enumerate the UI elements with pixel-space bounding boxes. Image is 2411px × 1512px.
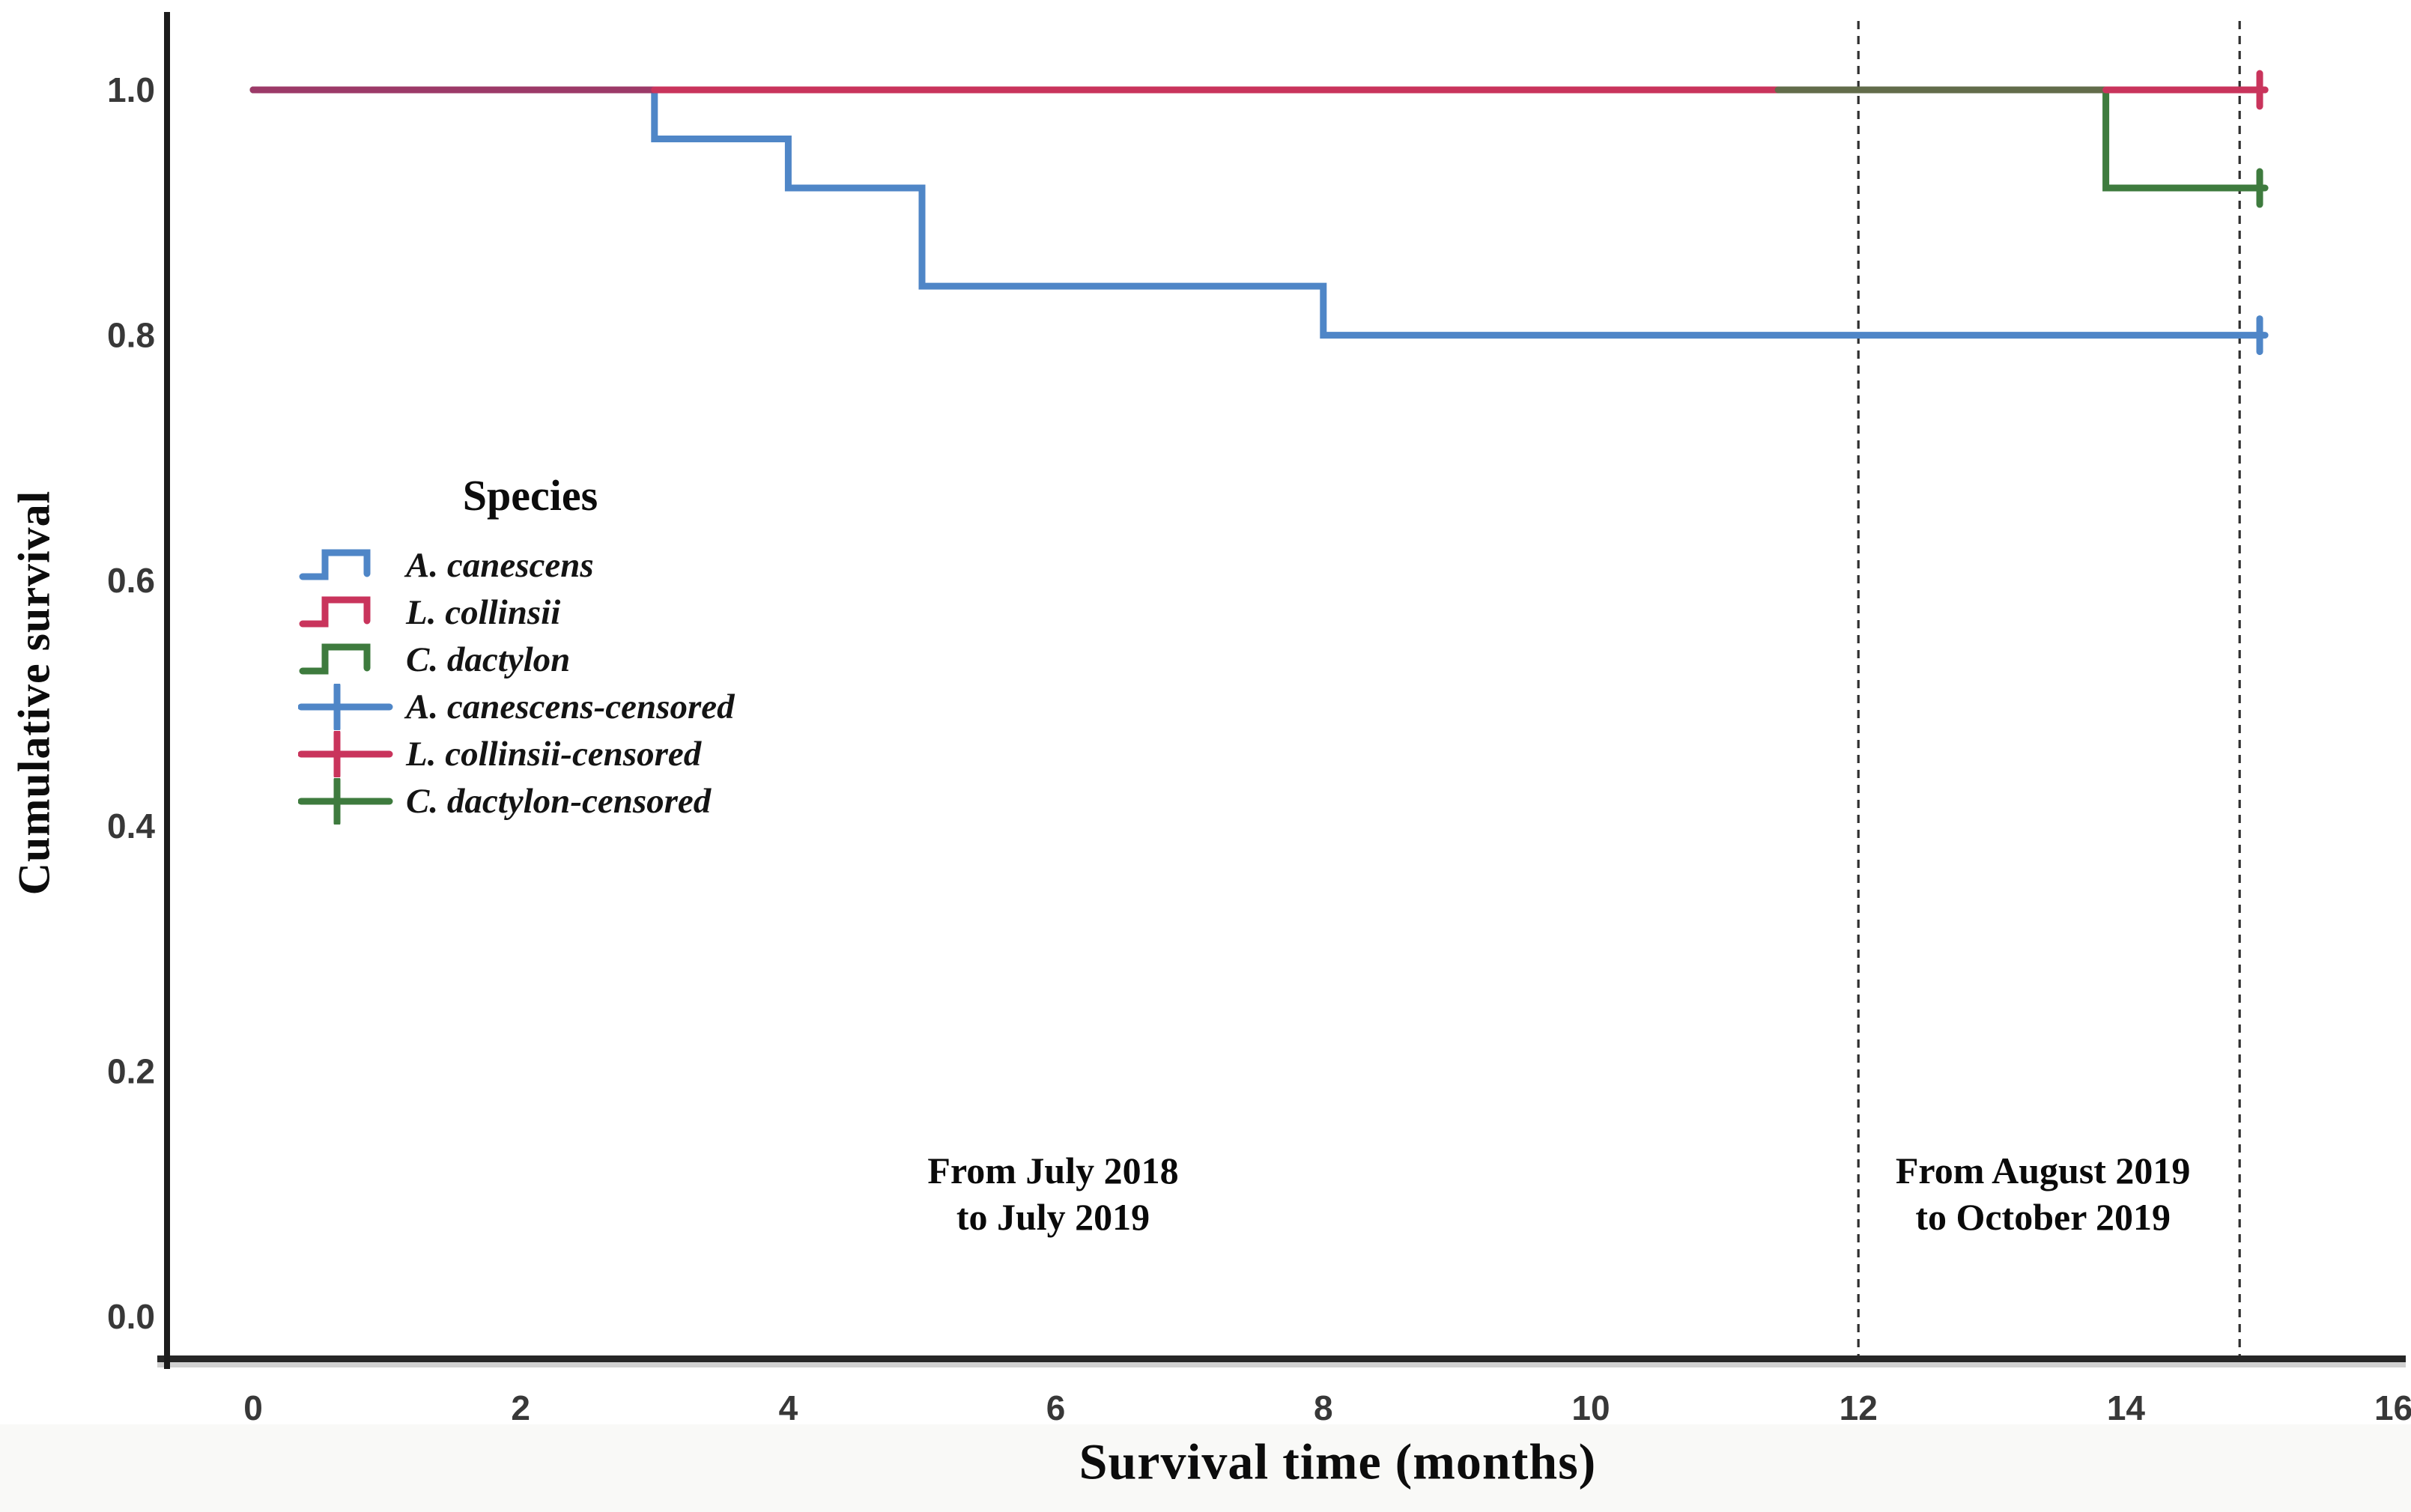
series-line-2: [249, 86, 2269, 192]
legend-title: Species: [462, 471, 598, 520]
x-tick-label: 8: [1314, 1388, 1333, 1427]
y-axis-line: [164, 12, 170, 1369]
legend-item-label: C. dactylon-censored: [406, 781, 712, 821]
y-tick-label: 0.4: [107, 807, 155, 845]
annotation-line: From August 2019: [1895, 1150, 2191, 1192]
x-tick-label: 10: [1571, 1388, 1610, 1427]
step-line-icon: [299, 549, 371, 580]
annotation-line: to October 2019: [1915, 1196, 2171, 1239]
x-tick-label: 2: [511, 1388, 530, 1427]
legend-item-label: A. canescens-censored: [406, 687, 735, 726]
legend-item: C. dactylon: [298, 636, 762, 683]
censored-plus-icon: [298, 730, 393, 777]
legend-item-label: L. collinsii: [406, 592, 561, 632]
y-tick-label: 0.2: [107, 1051, 155, 1090]
legend-item: C. dactylon-censored: [298, 777, 762, 825]
legend-item: L. collinsii: [298, 589, 762, 636]
legend-item-label: A. canescens: [406, 545, 594, 585]
legend-item-label: L. collinsii-censored: [406, 734, 702, 774]
step-line-shape: [299, 643, 371, 674]
legend-item-label: C. dactylon: [406, 640, 571, 679]
annotation-line: From July 2018: [927, 1150, 1179, 1192]
step-line-shape: [299, 549, 371, 580]
x-tick-label: 6: [1046, 1388, 1066, 1427]
bottom-strip: [0, 1424, 2411, 1512]
legend-items: A. canescens L. collinsii C. dactylon A. ca…: [298, 541, 762, 825]
series-line-0: [249, 86, 2269, 339]
legend-item: A. canescens-censored: [298, 683, 762, 730]
x-tick-label: 0: [243, 1388, 263, 1427]
censored-plus-icon: [298, 777, 393, 825]
y-tick-label: 0.6: [107, 561, 155, 600]
y-tick-label: 0.0: [107, 1297, 155, 1336]
censored-plus-icon: [298, 683, 393, 730]
annotation-line: to July 2019: [956, 1196, 1150, 1239]
y-axis-title: Cumulative survival: [9, 490, 59, 896]
x-axis-line: [157, 1355, 2406, 1362]
x-tick-label: 12: [1840, 1388, 1878, 1427]
x-tick-label: 4: [779, 1388, 798, 1427]
step-line-icon: [299, 596, 371, 627]
step-line-shape: [299, 596, 371, 627]
x-tick-label: 16: [2374, 1388, 2411, 1427]
legend-item: A. canescens: [298, 541, 762, 589]
step-line-icon: [299, 643, 371, 674]
annotation-period-1: From July 2018 to July 2019: [927, 1147, 1178, 1240]
annotation-period-2: From August 2019 to October 2019: [1896, 1147, 2191, 1240]
y-tick-label: 1.0: [107, 70, 155, 109]
x-axis-title: Survival time (months): [1079, 1433, 1597, 1490]
x-axis-shadow: [157, 1362, 2406, 1367]
legend: Species A. canescens L. collinsii C. dacty…: [298, 470, 762, 825]
x-tick-label: 14: [2107, 1388, 2146, 1427]
legend-item: L. collinsii-censored: [298, 730, 762, 777]
y-tick-label: 0.8: [107, 316, 155, 355]
